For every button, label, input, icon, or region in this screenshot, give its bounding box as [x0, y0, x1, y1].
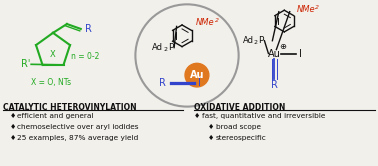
- Text: ♦: ♦: [9, 124, 15, 130]
- Text: CATALYTIC HETEROVINYLATION: CATALYTIC HETEROVINYLATION: [3, 103, 137, 112]
- Text: I: I: [299, 48, 302, 58]
- Text: R': R': [20, 59, 30, 69]
- Text: 2: 2: [254, 40, 257, 45]
- Text: NMe: NMe: [297, 5, 316, 14]
- Text: 2: 2: [315, 5, 319, 10]
- Text: P: P: [259, 36, 264, 45]
- Text: Ad: Ad: [243, 36, 254, 45]
- Text: 25 examples, 87% average yield: 25 examples, 87% average yield: [17, 135, 138, 141]
- Text: efficient and general: efficient and general: [17, 114, 94, 120]
- Text: X: X: [50, 50, 56, 59]
- Text: Ad: Ad: [152, 43, 163, 52]
- Text: ♦: ♦: [9, 114, 15, 120]
- Text: fast, quantitative and irreversible: fast, quantitative and irreversible: [202, 114, 325, 120]
- Text: NMe: NMe: [196, 18, 215, 27]
- Text: R: R: [159, 78, 166, 88]
- Text: 2: 2: [215, 18, 219, 23]
- Text: stereospecific: stereospecific: [216, 135, 266, 141]
- Text: chemoselective over aryl iodides: chemoselective over aryl iodides: [17, 124, 139, 130]
- Text: ♦: ♦: [208, 124, 214, 130]
- Text: n = 0-2: n = 0-2: [71, 52, 99, 61]
- Text: ♦: ♦: [9, 135, 15, 141]
- Text: I: I: [198, 78, 201, 88]
- Text: R: R: [271, 80, 278, 90]
- Text: R: R: [85, 24, 91, 34]
- Text: Au: Au: [190, 70, 204, 80]
- Text: X = O, NTs: X = O, NTs: [31, 78, 71, 86]
- Text: P: P: [168, 43, 174, 52]
- Text: ♦: ♦: [194, 114, 200, 120]
- Text: ⊕: ⊕: [279, 42, 286, 51]
- Text: broad scope: broad scope: [216, 124, 261, 130]
- Text: ♦: ♦: [208, 135, 214, 141]
- Circle shape: [185, 63, 209, 87]
- Text: OXIDATIVE ADDITION: OXIDATIVE ADDITION: [194, 103, 285, 112]
- Text: 2: 2: [163, 47, 167, 52]
- Text: Au: Au: [268, 48, 281, 58]
